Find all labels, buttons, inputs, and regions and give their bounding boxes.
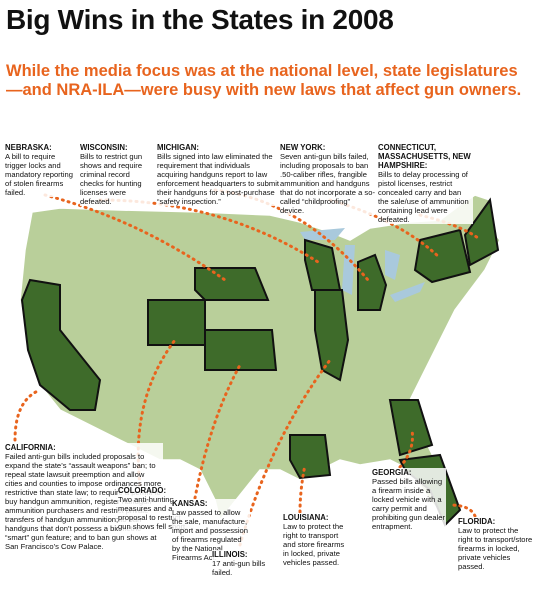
colorado [147,299,206,346]
leader-line [193,363,242,500]
annotation-state: CALIFORNIA: [5,443,56,452]
annotation-state: KANSAS: [172,499,208,508]
annotation-text: Bills to restrict gun shows and require … [80,152,143,206]
annotation: FLORIDA: Law to protect the right to tran… [458,517,534,571]
leader-line [298,463,307,514]
annotation-text: Law passed to allow the sale, manufactur… [172,508,248,562]
wisconsin [304,238,342,291]
annotation-state: NEBRASKA: [5,143,52,152]
leader-line [398,428,414,469]
annotation-state: MICHIGAN: [157,143,200,152]
leader-line [43,193,227,282]
annotation: CONNECTICUT, MASSACHUSETTS, NEW HAMPSHIR… [378,143,473,224]
annotation-text: Seven anti-gun bills failed, including p… [280,152,375,215]
leader-line [13,388,42,442]
nebraska [194,267,270,301]
annotation-text: Bills signed into law eliminated the req… [157,152,279,206]
annotation-state: WISCONSIN: [80,143,128,152]
annotation-state: NEW YORK: [280,143,326,152]
georgia [388,399,434,457]
louisiana [289,434,332,480]
subtitle: While the media focus was at the nationa… [6,62,522,99]
annotation: WISCONSIN: Bills to restrict gun shows an… [80,143,152,206]
california [20,278,102,411]
annotation-text: A bill to require trigger locks and mand… [5,152,73,197]
annotation-text: Two anti-hunting measures and a proposal… [118,495,188,531]
annotation: MICHIGAN: Bills signed into law eliminate… [157,143,279,206]
kansas [204,329,278,371]
annotation: NEBRASKA: A bill to require trigger locks… [5,143,77,197]
annotation: COLORADO: Two anti-hunting measures and a… [118,486,188,531]
illinois [314,289,350,382]
annotation-state: COLORADO: [118,486,167,495]
annotation-state: CONNECTICUT, MASSACHUSETTS, NEW HAMPSHIR… [378,143,471,170]
title: Big Wins in the States in 2008 [6,4,394,35]
annotation-text: Law to protect the right to transport an… [283,522,345,567]
new-york [413,228,472,284]
annotation-state: FLORIDA: [458,517,496,526]
great-lakes [300,228,425,302]
leader-line [448,503,477,518]
annotation: ILLINOIS: 17 anti-gun bills failed. [212,550,272,577]
annotation: KANSAS: Law passed to allow the sale, man… [172,499,250,562]
annotation-state: GEORGIA: [372,468,412,477]
annotation: GEORGIA: Passed bills allowing a firearm … [372,468,446,531]
annotation-text: Law to protect the right to transport/st… [458,526,533,571]
michigan [357,253,388,311]
annotation: LOUISIANA: Law to protect the right to tr… [283,513,351,567]
annotation-text: Passed bills allowing a firearm inside a… [372,477,446,531]
leader-line [328,198,442,260]
lake-huron [385,250,400,280]
new-england [463,197,500,267]
annotation-text: Bills to delay processing of pistol lice… [378,170,469,224]
annotation-state: ILLINOIS: [212,550,248,559]
annotation-text: 17 anti-gun bills failed. [212,559,266,577]
lake-erie [390,282,425,302]
annotation: NEW YORK: Seven anti-gun bills failed, in… [280,143,375,215]
annotation-state: LOUISIANA: [283,513,329,522]
annotation-text: Failed anti-gun bills included proposals… [5,452,162,551]
lake-superior [300,228,345,240]
